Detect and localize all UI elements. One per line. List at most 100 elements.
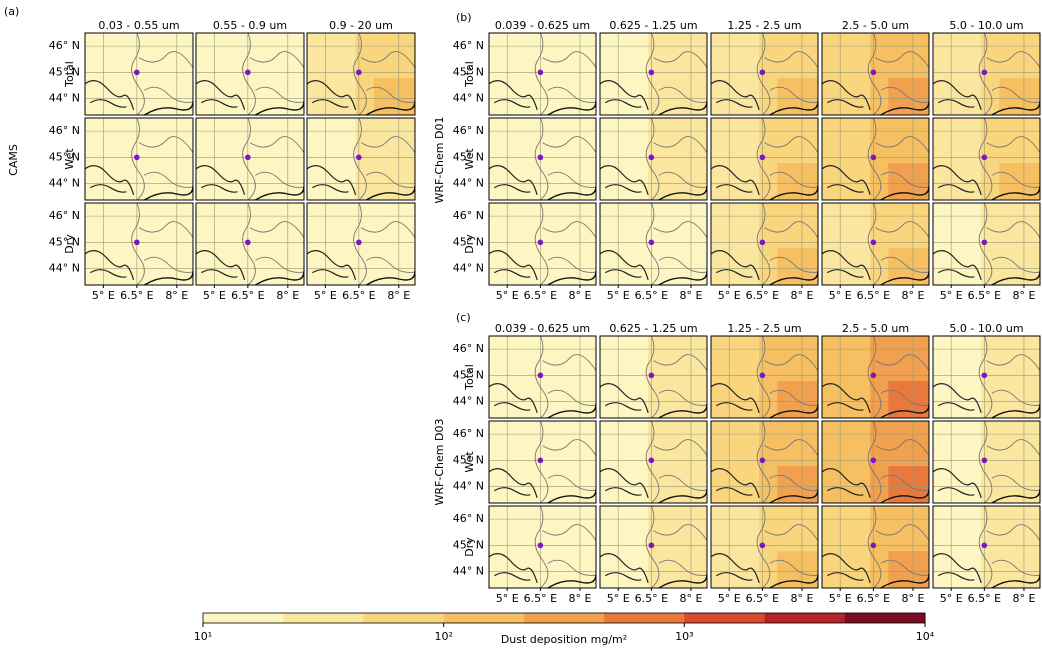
coastline-east <box>144 270 193 285</box>
x-tick-label: 6.5° E <box>968 592 1001 605</box>
coastline-east <box>880 488 929 503</box>
coastline <box>307 80 357 111</box>
border <box>534 203 596 285</box>
coastline-east <box>769 270 818 285</box>
border <box>867 203 929 285</box>
x-tick-label: 5° E <box>496 592 519 605</box>
map-frame <box>932 32 1041 116</box>
row-label: Total <box>463 364 476 391</box>
map-body <box>489 506 596 588</box>
site-marker <box>981 239 988 246</box>
map-fill-west <box>489 33 538 115</box>
column-header: 1.25 - 2.5 um <box>727 322 801 335</box>
map-body <box>933 336 1040 418</box>
map-body <box>933 203 1040 285</box>
site-marker <box>648 154 655 161</box>
coastline-east <box>769 185 818 200</box>
x-tick-label: 8° E <box>165 289 188 302</box>
y-tick-label: 46° N <box>49 124 80 137</box>
coastline-east <box>547 270 596 285</box>
map-frame <box>599 420 708 504</box>
map-frame <box>84 32 194 116</box>
x-tick-label: 5° E <box>203 289 226 302</box>
border <box>645 33 707 115</box>
border <box>867 118 929 200</box>
map-frame <box>821 117 930 201</box>
map-panel <box>195 202 305 286</box>
x-tick-label: 8° E <box>901 592 924 605</box>
coastline <box>489 553 538 584</box>
map-frame <box>710 420 819 504</box>
coastline <box>711 383 760 414</box>
coastline <box>600 165 649 196</box>
coastline <box>489 468 538 499</box>
map-body <box>711 506 818 588</box>
coastline-east <box>255 185 304 200</box>
map-fill-west <box>822 506 871 588</box>
site-marker <box>870 69 877 76</box>
map-frame <box>195 117 305 201</box>
panel-label: (a) <box>4 5 19 18</box>
map-fill-west <box>933 506 982 588</box>
coastline <box>822 468 871 499</box>
map-body <box>711 203 818 285</box>
map-panel <box>821 335 930 419</box>
y-tick-label: 44° N <box>49 92 80 105</box>
border <box>978 203 1040 285</box>
coastline-east <box>366 185 415 200</box>
coastline-east <box>769 100 818 115</box>
column-header: 2.5 - 5.0 um <box>842 19 909 32</box>
coastline <box>933 165 982 196</box>
map-frame <box>932 420 1041 504</box>
map-body <box>600 336 707 418</box>
coastline-east <box>255 270 304 285</box>
colorbar-band <box>283 613 364 623</box>
border <box>242 203 304 285</box>
colorbar-band <box>203 613 284 623</box>
x-tick-label: 5° E <box>940 289 963 302</box>
row-label: Dry <box>463 234 476 254</box>
map-frame <box>306 32 416 116</box>
coastline <box>85 80 135 111</box>
site-marker <box>759 69 766 76</box>
x-tick-label: 5° E <box>607 592 630 605</box>
map-body <box>489 203 596 285</box>
row-label: Dry <box>463 537 476 557</box>
site-marker <box>981 154 988 161</box>
border <box>645 118 707 200</box>
coastline <box>489 165 538 196</box>
coastline-east <box>547 185 596 200</box>
border <box>353 203 415 285</box>
panel-label: (b) <box>456 11 472 24</box>
map-fill-west <box>711 33 760 115</box>
map-panel <box>710 202 819 286</box>
map-panel <box>488 32 597 116</box>
y-tick-label: 44° N <box>49 177 80 190</box>
y-tick-label: 45° N <box>453 538 484 551</box>
site-marker <box>356 154 362 161</box>
y-tick-label: 44° N <box>453 92 484 105</box>
coastline <box>933 80 982 111</box>
y-tick-label: 46° N <box>453 39 484 52</box>
map-fill-west <box>600 203 649 285</box>
map-body <box>85 118 193 200</box>
map-fill-west <box>489 203 538 285</box>
site-marker <box>134 154 140 161</box>
x-tick-label: 8° E <box>568 289 591 302</box>
map-frame <box>821 335 930 419</box>
map-frame <box>710 32 819 116</box>
map-fill-west <box>711 506 760 588</box>
model-label: CAMS <box>7 144 20 176</box>
map-panel <box>488 335 597 419</box>
border <box>978 33 1040 115</box>
colorbar-band <box>604 613 685 623</box>
coastline <box>307 250 357 281</box>
border <box>756 506 818 588</box>
coastline-east <box>658 270 707 285</box>
map-frame <box>306 202 416 286</box>
map-body <box>600 421 707 503</box>
site-marker <box>759 542 766 549</box>
border <box>867 421 929 503</box>
coastline <box>711 553 760 584</box>
row-label: Wet <box>463 451 476 473</box>
